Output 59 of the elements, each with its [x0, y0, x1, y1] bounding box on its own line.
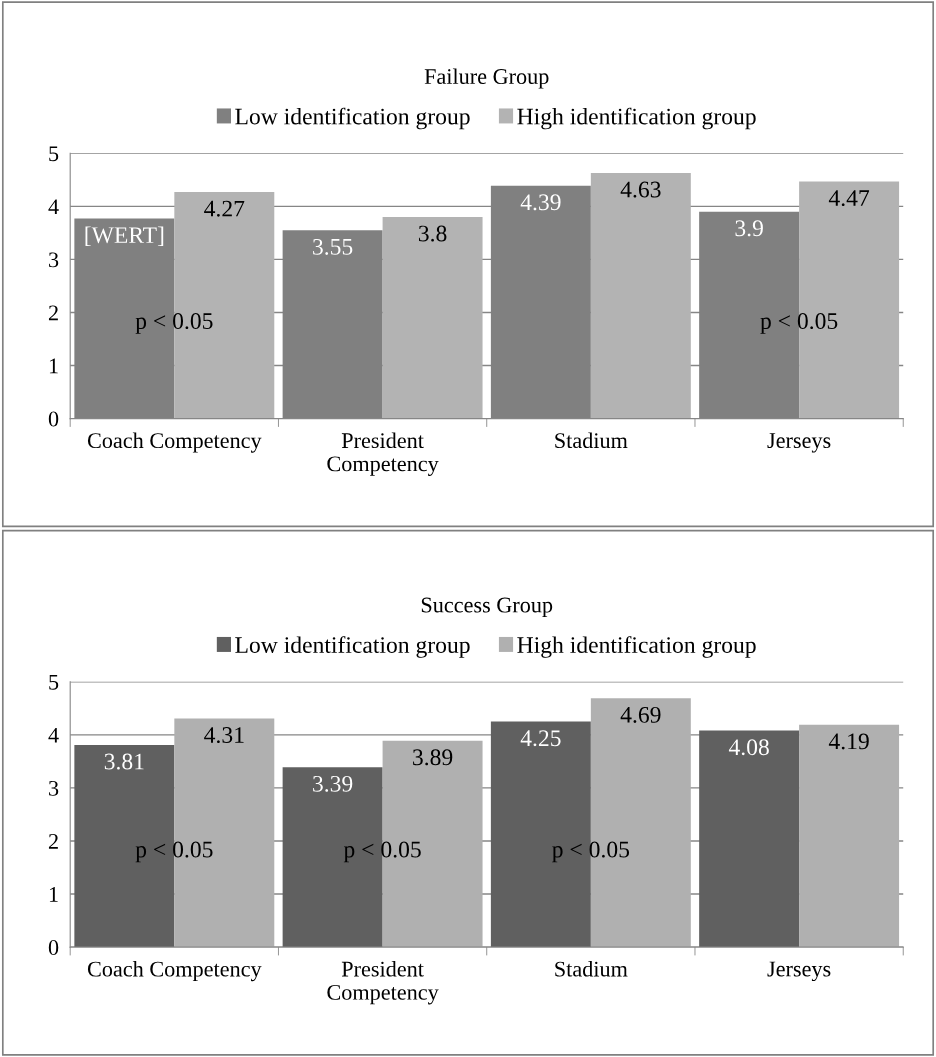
legend-label: Low identification group	[235, 107, 470, 130]
annotation: p < 0.05	[135, 841, 213, 863]
annotation: p < 0.05	[760, 313, 838, 334]
x-tick-label: Stadium	[555, 432, 628, 449]
bar	[590, 172, 691, 419]
data-label: 3.89	[413, 749, 453, 766]
y-tick-label: 1	[49, 358, 58, 374]
data-label: 4.08	[728, 739, 769, 756]
y-tick-label: 3	[49, 780, 59, 796]
y-tick-label: 0	[48, 411, 59, 427]
y-tick-label: 2	[48, 305, 58, 321]
chart-title: Success Group	[421, 597, 553, 618]
y-tick-label: 5	[49, 146, 59, 162]
data-label: 3.55	[313, 238, 353, 255]
data-label: 3.8	[418, 225, 447, 242]
bar	[174, 718, 275, 948]
data-label: 4.47	[828, 190, 870, 207]
annotation: p < 0.05	[552, 841, 630, 863]
data-label: 4.39	[520, 194, 561, 211]
bar	[74, 744, 175, 948]
data-label: 3.81	[104, 753, 144, 770]
data-label: 3.39	[313, 775, 353, 792]
x-tick-label: President Competency	[327, 960, 439, 1005]
legend-label: High identification group	[517, 107, 756, 130]
x-tick-label: Stadium	[555, 960, 628, 977]
legend-label: High identification group	[517, 636, 756, 658]
x-tick-label: Coach Competency	[87, 960, 262, 982]
y-tick-label: 3	[49, 252, 59, 268]
bar	[799, 724, 900, 948]
bar	[282, 767, 383, 948]
bar	[382, 740, 483, 948]
x-tick-label: Coach Competency	[87, 432, 262, 453]
data-label: 4.25	[520, 730, 561, 747]
data-label: 4.19	[828, 733, 869, 750]
data-label: 4.63	[620, 181, 661, 198]
y-tick-label: 0	[48, 940, 59, 955]
bar	[174, 192, 275, 419]
bar	[590, 698, 691, 948]
y-tick-label: 5	[49, 674, 59, 690]
x-tick-label: President Competency	[327, 432, 439, 476]
data-label: [WERT]	[85, 226, 164, 247]
bar	[699, 730, 800, 948]
bar	[490, 721, 591, 948]
bar	[799, 181, 900, 419]
bar	[382, 216, 483, 419]
annotation: p < 0.05	[343, 841, 421, 863]
y-tick-label: 4	[48, 199, 59, 215]
x-tick-label: Jerseys	[767, 961, 831, 982]
x-tick-label: Jerseys	[767, 433, 831, 453]
y-tick-label: 4	[48, 727, 59, 743]
data-label: 3.9	[735, 220, 763, 237]
annotation: p < 0.05	[135, 313, 213, 334]
y-tick-label: 2	[48, 833, 58, 849]
chart-title: Failure Group	[424, 68, 549, 89]
y-tick-label: 1	[49, 887, 58, 902]
data-label: 4.27	[204, 200, 245, 217]
data-label: 4.31	[204, 727, 244, 744]
data-label: 4.69	[620, 706, 661, 723]
legend-label: Low identification group	[235, 636, 470, 658]
